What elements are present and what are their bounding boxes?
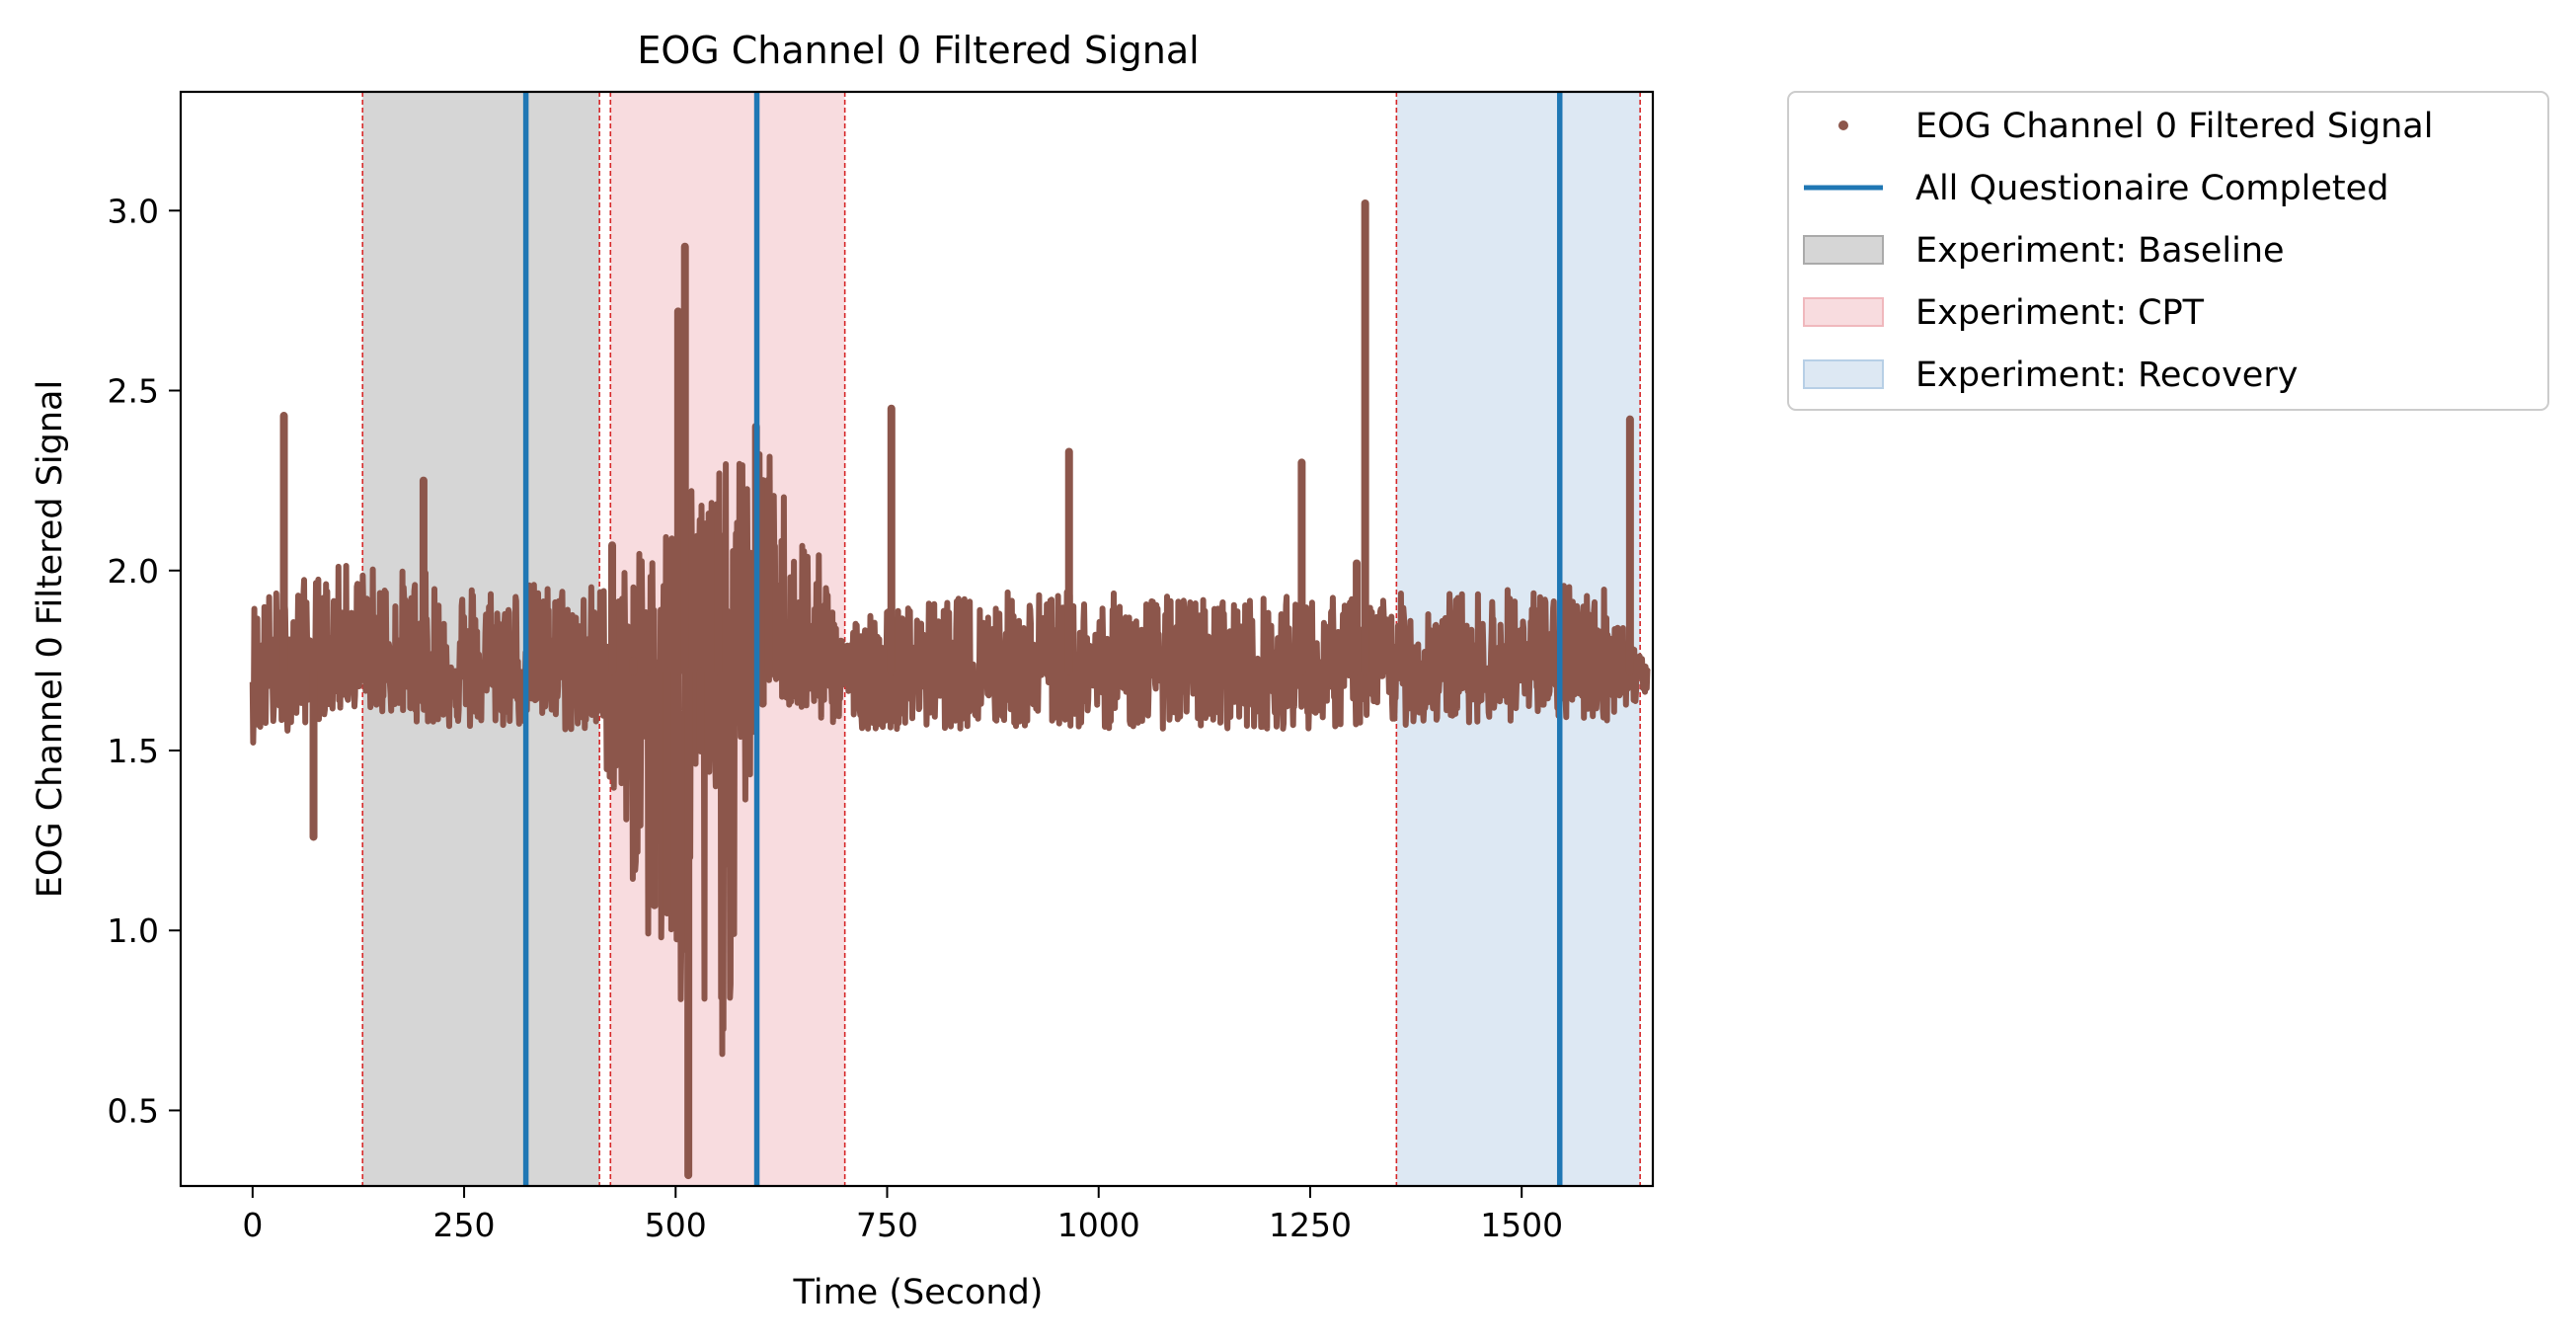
y-axis-label: EOG Channel 0 Filtered Signal [31,380,70,898]
legend-label-2: All Questionaire Completed [1915,169,2388,208]
y-tick-label: 2.0 [108,552,159,591]
legend-label-5: Experiment: Recovery [1915,356,2298,395]
x-tick-label: 750 [856,1206,918,1244]
y-axis-ticks: 0.5 1.0 1.5 2.0 2.5 3.0 [108,192,181,1130]
chart-title: EOG Channel 0 Filtered Signal [637,29,1199,72]
y-tick-label: 3.0 [108,192,159,230]
signal-trace [249,451,1651,1058]
x-tick-label: 1250 [1269,1206,1352,1244]
questionnaire-lines [522,92,1563,1186]
x-tick-label: 0 [242,1206,263,1244]
plot-frame [179,90,1655,1188]
legend-label-4: Experiment: CPT [1915,293,2205,333]
x-axis-label: Time (Second) [793,1273,1044,1312]
legend-marker-signal [1838,120,1848,130]
legend-items: EOG Channel 0 Filtered Signal All Questio… [1803,107,2433,395]
x-tick-label: 500 [645,1206,707,1244]
x-tick-label: 1500 [1480,1206,1563,1244]
y-tick-label: 0.5 [108,1091,159,1130]
y-tick-label: 1.5 [108,732,159,770]
legend-box [1787,91,2549,411]
legend: EOG Channel 0 Filtered Signal All Questio… [1787,91,2549,411]
x-tick-label: 1000 [1057,1206,1140,1244]
legend-marker-region-1 [1803,235,1884,265]
legend-marker-region-2 [1803,297,1884,327]
x-axis-ticks: 0 250 500 750 1000 1250 1500 [242,1186,1563,1244]
x-tick-label: 250 [433,1206,496,1244]
legend-marker-region-3 [1803,359,1884,389]
signal-series [249,198,1651,1180]
y-tick-label: 2.5 [108,372,159,411]
plot-clip-group [249,92,1651,1186]
y-tick-label: 1.0 [108,911,159,950]
legend-label-3: Experiment: Baseline [1915,231,2285,271]
legend-label-1: EOG Channel 0 Filtered Signal [1915,107,2433,146]
